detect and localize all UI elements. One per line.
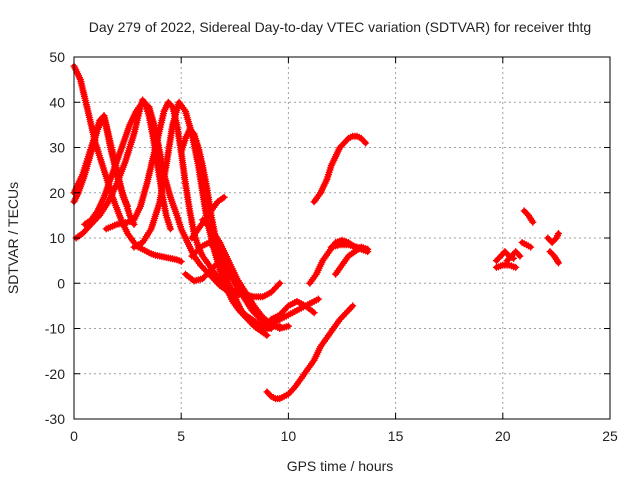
x-tick-label: 0 xyxy=(70,428,78,444)
x-tick-label: 15 xyxy=(388,428,404,444)
series-arc-20 xyxy=(327,241,370,253)
series-arc-09 xyxy=(188,193,228,242)
series-plus-markers xyxy=(544,230,562,246)
series-plus-markers xyxy=(546,248,562,267)
series-arc-27 xyxy=(546,248,562,267)
x-tick-label: 20 xyxy=(495,428,511,444)
series-plus-markers xyxy=(224,279,284,301)
series-plus-markers xyxy=(263,302,357,403)
series-arc-22 xyxy=(492,261,520,271)
y-tick-label: -20 xyxy=(45,366,65,382)
y-tick-label: -30 xyxy=(45,411,65,427)
y-tick-label: 0 xyxy=(57,275,65,291)
axis-ticks: 0 5 10 15 20 25 -30 -20 -10 0 10 20 30 40 50 xyxy=(45,49,618,444)
y-tick-label: -10 xyxy=(45,321,65,337)
series-arc-15 xyxy=(267,297,318,323)
x-tick-label: 5 xyxy=(177,428,185,444)
y-tick-label: 20 xyxy=(49,185,65,201)
data-series xyxy=(70,62,562,403)
series-plus-markers xyxy=(267,297,318,323)
series-arc-23 xyxy=(503,248,524,265)
y-tick-label: 50 xyxy=(49,49,65,65)
x-axis-label: GPS time / hours xyxy=(287,458,394,474)
series-plus-markers xyxy=(310,132,370,206)
series-arc-24 xyxy=(520,207,537,226)
x-tick-label: 10 xyxy=(281,428,297,444)
y-tick-label: 30 xyxy=(49,140,65,156)
series-arc-25 xyxy=(518,239,535,251)
grid-lines xyxy=(74,57,610,419)
series-arc-17 xyxy=(310,132,370,206)
x-tick-label: 25 xyxy=(602,428,618,444)
y-axis-label: SDTVAR / TECUs xyxy=(5,182,21,294)
series-plus-markers xyxy=(327,241,370,253)
y-tick-label: 10 xyxy=(49,230,65,246)
series-arc-16 xyxy=(263,302,357,403)
series-arc-13 xyxy=(224,279,284,301)
y-tick-label: 40 xyxy=(49,94,65,110)
series-arc-26 xyxy=(544,230,562,246)
series-plus-markers xyxy=(518,239,535,251)
chart-title: Day 279 of 2022, Sidereal Day-to-day VTE… xyxy=(89,19,591,35)
series-plus-markers xyxy=(520,207,537,226)
series-plus-markers xyxy=(492,261,520,271)
series-plus-markers xyxy=(503,248,524,265)
series-arc-10 xyxy=(182,257,232,285)
